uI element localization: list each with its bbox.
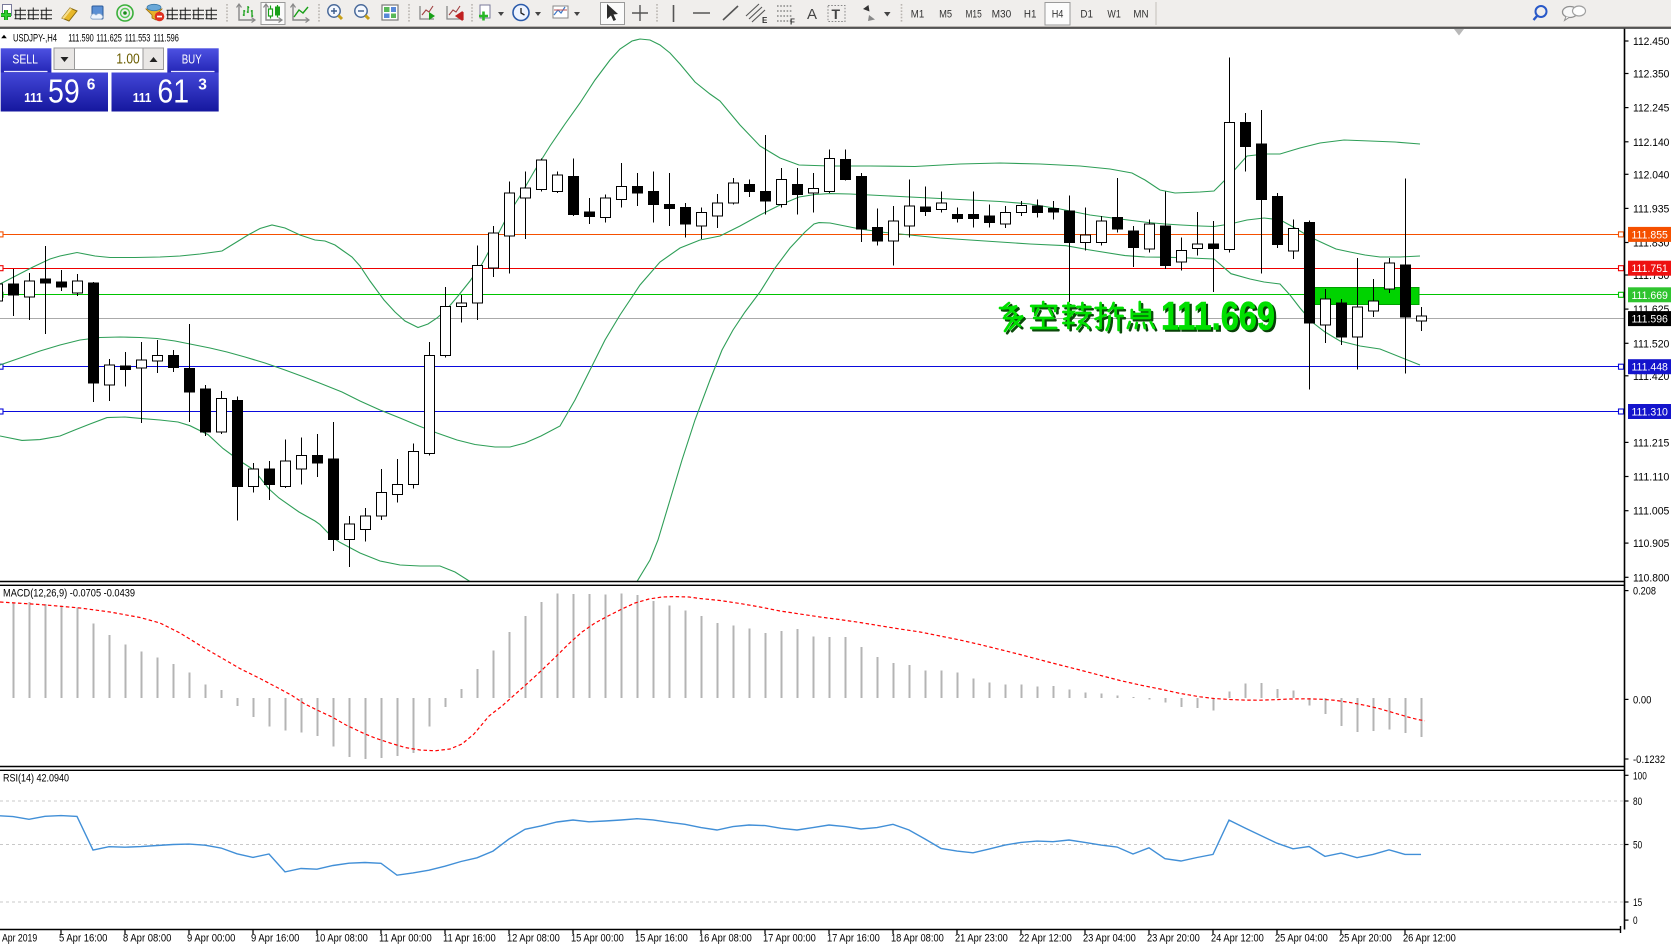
- svg-text:111.596: 111.596: [1632, 314, 1668, 326]
- svg-text:80: 80: [1633, 796, 1642, 808]
- svg-text:110.905: 110.905: [1633, 538, 1669, 550]
- svg-text:111.669: 111.669: [1632, 290, 1668, 302]
- svg-text:M1: M1: [911, 9, 924, 21]
- svg-text:F: F: [790, 18, 795, 27]
- svg-text:21 Apr 23:00: 21 Apr 23:00: [955, 933, 1008, 945]
- svg-text:D1: D1: [1080, 9, 1093, 21]
- svg-text:111: 111: [24, 90, 43, 105]
- svg-text:23 Apr 20:00: 23 Apr 20:00: [1147, 933, 1200, 945]
- svg-text:112.245: 112.245: [1633, 103, 1669, 115]
- svg-text:25 Apr 20:00: 25 Apr 20:00: [1339, 933, 1392, 945]
- svg-text:111.590: 111.590: [68, 33, 94, 45]
- svg-text:W1: W1: [1107, 9, 1120, 21]
- svg-text:111.935: 111.935: [1633, 203, 1669, 215]
- svg-text:15: 15: [1633, 897, 1642, 909]
- svg-text:15 Apr 00:00: 15 Apr 00:00: [571, 933, 624, 945]
- svg-text:H4: H4: [1052, 9, 1064, 21]
- svg-text:111.625: 111.625: [96, 33, 122, 45]
- svg-text:E: E: [762, 16, 768, 25]
- svg-text:26 Apr 12:00: 26 Apr 12:00: [1403, 933, 1456, 945]
- svg-text:112.450: 112.450: [1633, 36, 1669, 48]
- svg-text:111: 111: [133, 90, 152, 105]
- svg-text:23 Apr 04:00: 23 Apr 04:00: [1083, 933, 1136, 945]
- svg-text:112.350: 112.350: [1633, 69, 1669, 81]
- svg-text:110.800: 110.800: [1633, 572, 1669, 584]
- svg-text:11 Apr 16:00: 11 Apr 16:00: [443, 933, 496, 945]
- svg-text:111.310: 111.310: [1632, 407, 1668, 419]
- svg-text:17 Apr 16:00: 17 Apr 16:00: [827, 933, 880, 945]
- svg-text:T: T: [832, 6, 841, 22]
- svg-text:-0.1232: -0.1232: [1633, 754, 1665, 766]
- svg-text:Apr 2019: Apr 2019: [2, 933, 37, 945]
- svg-text:3: 3: [198, 76, 207, 93]
- svg-text:61: 61: [157, 73, 189, 110]
- svg-text:USDJPY-,H4: USDJPY-,H4: [13, 33, 57, 45]
- svg-text:111.005: 111.005: [1633, 506, 1669, 518]
- svg-text:111.669: 111.669: [1161, 295, 1275, 339]
- svg-text:111.596: 111.596: [153, 33, 179, 45]
- svg-text:9 Apr 00:00: 9 Apr 00:00: [187, 933, 235, 945]
- svg-text:1.00: 1.00: [116, 51, 139, 67]
- svg-text:M5: M5: [939, 9, 952, 21]
- svg-text:0.208: 0.208: [1633, 586, 1656, 598]
- svg-text:8 Apr 08:00: 8 Apr 08:00: [123, 933, 171, 945]
- svg-text:MN: MN: [1133, 9, 1148, 21]
- svg-text:10 Apr 08:00: 10 Apr 08:00: [315, 933, 368, 945]
- svg-text:24 Apr 12:00: 24 Apr 12:00: [1211, 933, 1264, 945]
- svg-text:25 Apr 04:00: 25 Apr 04:00: [1275, 933, 1328, 945]
- svg-text:111.215: 111.215: [1633, 437, 1669, 449]
- svg-text:11 Apr 00:00: 11 Apr 00:00: [379, 933, 432, 945]
- svg-text:112.140: 112.140: [1633, 137, 1669, 149]
- svg-text:12 Apr 08:00: 12 Apr 08:00: [507, 933, 560, 945]
- svg-text:16 Apr 08:00: 16 Apr 08:00: [699, 933, 752, 945]
- svg-text:0: 0: [1633, 915, 1638, 927]
- svg-text:15 Apr 16:00: 15 Apr 16:00: [635, 933, 688, 945]
- svg-text:9 Apr 16:00: 9 Apr 16:00: [251, 933, 299, 945]
- svg-text:H1: H1: [1024, 9, 1037, 21]
- svg-text:M15: M15: [966, 9, 982, 21]
- svg-text:59: 59: [48, 73, 80, 110]
- svg-text:50: 50: [1633, 840, 1642, 852]
- svg-text:M30: M30: [992, 9, 1012, 21]
- svg-text:111.553: 111.553: [125, 33, 151, 45]
- svg-text:111.520: 111.520: [1633, 338, 1669, 350]
- svg-text:111.448: 111.448: [1632, 362, 1668, 374]
- svg-text:18 Apr 08:00: 18 Apr 08:00: [891, 933, 944, 945]
- svg-text:22 Apr 12:00: 22 Apr 12:00: [1019, 933, 1072, 945]
- svg-text:0.00: 0.00: [1633, 694, 1651, 706]
- svg-text:111.110: 111.110: [1633, 472, 1669, 484]
- svg-text:100: 100: [1633, 770, 1647, 782]
- svg-text:111.669: 111.669: [1163, 297, 1277, 341]
- svg-text:17 Apr 00:00: 17 Apr 00:00: [763, 933, 816, 945]
- svg-text:SELL: SELL: [12, 52, 38, 67]
- svg-text:MACD(12,26,9) -0.0705 -0.0439: MACD(12,26,9) -0.0705 -0.0439: [3, 588, 135, 600]
- svg-text:111.855: 111.855: [1632, 229, 1668, 241]
- svg-text:112.040: 112.040: [1633, 169, 1669, 181]
- svg-text:BUY: BUY: [182, 52, 202, 67]
- svg-text:6: 6: [87, 76, 96, 93]
- svg-text:A: A: [807, 6, 817, 23]
- svg-text:111.751: 111.751: [1632, 263, 1668, 275]
- svg-text:RSI(14) 42.0940: RSI(14) 42.0940: [3, 773, 69, 785]
- svg-text:5 Apr 16:00: 5 Apr 16:00: [59, 933, 107, 945]
